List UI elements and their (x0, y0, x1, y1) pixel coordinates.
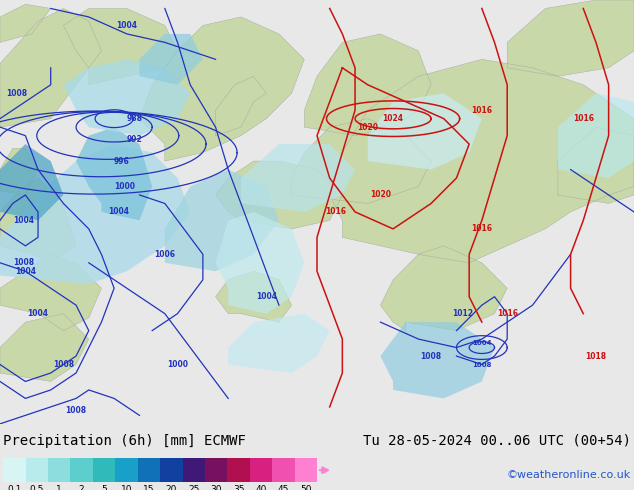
Polygon shape (0, 148, 38, 195)
FancyBboxPatch shape (25, 458, 48, 482)
FancyBboxPatch shape (205, 458, 228, 482)
Polygon shape (216, 161, 342, 229)
Polygon shape (0, 8, 101, 127)
Polygon shape (0, 314, 89, 381)
Polygon shape (292, 119, 431, 203)
Text: 1024: 1024 (382, 114, 404, 123)
Polygon shape (165, 170, 279, 271)
FancyBboxPatch shape (160, 458, 183, 482)
Text: 1016: 1016 (471, 224, 493, 233)
Text: 1004: 1004 (15, 267, 36, 276)
Text: 1016: 1016 (496, 309, 518, 318)
Polygon shape (380, 322, 495, 398)
Polygon shape (0, 254, 101, 331)
Polygon shape (241, 144, 355, 212)
Text: 1016: 1016 (325, 207, 347, 217)
Text: 5: 5 (101, 486, 107, 490)
FancyBboxPatch shape (272, 458, 295, 482)
Text: 1008: 1008 (472, 362, 491, 368)
Text: 1016: 1016 (573, 114, 594, 123)
Text: 35: 35 (233, 486, 244, 490)
Text: ©weatheronline.co.uk: ©weatheronline.co.uk (507, 470, 631, 480)
Text: Precipitation (6h) [mm] ECMWF: Precipitation (6h) [mm] ECMWF (3, 434, 246, 448)
Text: 20: 20 (165, 486, 177, 490)
Polygon shape (558, 127, 634, 203)
Text: 992: 992 (127, 135, 143, 145)
Text: 1008: 1008 (53, 360, 74, 369)
Text: 1004: 1004 (13, 216, 34, 225)
Text: 1008: 1008 (420, 351, 442, 361)
Text: 1004: 1004 (27, 309, 49, 318)
Polygon shape (368, 93, 482, 170)
Polygon shape (304, 34, 431, 136)
Text: 1000: 1000 (114, 182, 135, 191)
Polygon shape (0, 144, 63, 220)
Text: 30: 30 (210, 486, 222, 490)
FancyBboxPatch shape (70, 458, 93, 482)
Polygon shape (0, 178, 76, 263)
FancyBboxPatch shape (3, 458, 25, 482)
Polygon shape (76, 127, 152, 220)
Polygon shape (330, 59, 634, 263)
Text: 1008: 1008 (13, 258, 34, 267)
Text: 15: 15 (143, 486, 155, 490)
Text: Tu 28-05-2024 00..06 UTC (00+54): Tu 28-05-2024 00..06 UTC (00+54) (363, 434, 631, 448)
Polygon shape (558, 93, 634, 178)
Text: 1012: 1012 (452, 309, 474, 318)
FancyBboxPatch shape (93, 458, 115, 482)
Polygon shape (507, 0, 634, 76)
Polygon shape (139, 17, 304, 161)
Text: 1020: 1020 (357, 122, 378, 132)
Text: 988: 988 (127, 114, 143, 123)
Text: 50: 50 (300, 486, 311, 490)
FancyBboxPatch shape (295, 458, 317, 482)
Text: 1004: 1004 (472, 341, 491, 346)
Polygon shape (139, 34, 203, 85)
Text: 0.5: 0.5 (30, 486, 44, 490)
Text: 1004: 1004 (116, 21, 138, 30)
Text: 1008: 1008 (6, 89, 27, 98)
Text: 1016: 1016 (471, 106, 493, 115)
FancyBboxPatch shape (228, 458, 250, 482)
Polygon shape (0, 4, 51, 43)
Text: 2: 2 (79, 486, 84, 490)
Text: 1008: 1008 (65, 406, 87, 416)
FancyBboxPatch shape (115, 458, 138, 482)
Polygon shape (380, 246, 507, 331)
Text: 45: 45 (278, 486, 289, 490)
Polygon shape (63, 59, 190, 136)
Text: 40: 40 (256, 486, 267, 490)
Polygon shape (63, 8, 178, 85)
Text: 10: 10 (120, 486, 133, 490)
Polygon shape (0, 144, 190, 284)
Text: 996: 996 (114, 157, 130, 166)
FancyBboxPatch shape (138, 458, 160, 482)
Polygon shape (216, 212, 304, 314)
Text: 1018: 1018 (585, 351, 607, 361)
Polygon shape (216, 271, 292, 322)
FancyBboxPatch shape (48, 458, 70, 482)
Text: 0.1: 0.1 (7, 486, 22, 490)
Text: 1004: 1004 (256, 292, 277, 301)
Text: 25: 25 (188, 486, 200, 490)
Text: 1006: 1006 (154, 250, 176, 259)
Text: 1020: 1020 (370, 191, 391, 199)
FancyBboxPatch shape (183, 458, 205, 482)
Text: 1000: 1000 (167, 360, 188, 369)
Polygon shape (216, 76, 266, 136)
Polygon shape (228, 314, 330, 373)
Text: 1: 1 (56, 486, 62, 490)
FancyBboxPatch shape (250, 458, 272, 482)
Text: 1004: 1004 (108, 207, 129, 217)
